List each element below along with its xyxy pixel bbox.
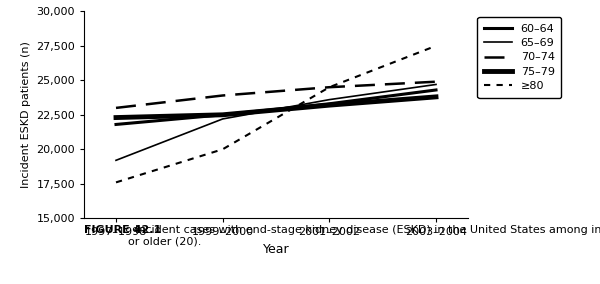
65–69 xyxy=(433,83,440,86)
70–74 xyxy=(219,94,226,97)
Line: ≥80: ≥80 xyxy=(116,46,436,182)
75–79 xyxy=(219,113,226,116)
Legend: 60–64, 65–69, 70–74, 75–79, ≥80: 60–64, 65–69, 70–74, 75–79, ≥80 xyxy=(478,17,562,98)
X-axis label: Year: Year xyxy=(263,243,289,256)
Line: 60–64: 60–64 xyxy=(116,90,436,124)
Line: 70–74: 70–74 xyxy=(116,82,436,108)
≥80 xyxy=(219,148,226,151)
65–69 xyxy=(219,117,226,121)
Text: Incident cases with end-stage kidney disease (ESKD) in the United States among i: Incident cases with end-stage kidney dis… xyxy=(128,225,600,247)
60–64 xyxy=(112,123,119,126)
Y-axis label: Incident ESKD patients (n): Incident ESKD patients (n) xyxy=(20,41,31,188)
Line: 75–79: 75–79 xyxy=(116,97,436,118)
70–74 xyxy=(433,80,440,83)
60–64 xyxy=(326,102,333,105)
≥80 xyxy=(112,181,119,184)
65–69 xyxy=(326,98,333,101)
60–64 xyxy=(433,88,440,92)
≥80 xyxy=(433,44,440,47)
75–79 xyxy=(433,95,440,99)
65–69 xyxy=(112,158,119,162)
70–74 xyxy=(112,106,119,110)
60–64 xyxy=(219,113,226,116)
75–79 xyxy=(326,103,333,107)
Text: FIGURE 42.1: FIGURE 42.1 xyxy=(84,225,161,235)
75–79 xyxy=(112,116,119,119)
Line: 65–69: 65–69 xyxy=(116,84,436,160)
≥80 xyxy=(326,85,333,89)
70–74 xyxy=(326,85,333,89)
